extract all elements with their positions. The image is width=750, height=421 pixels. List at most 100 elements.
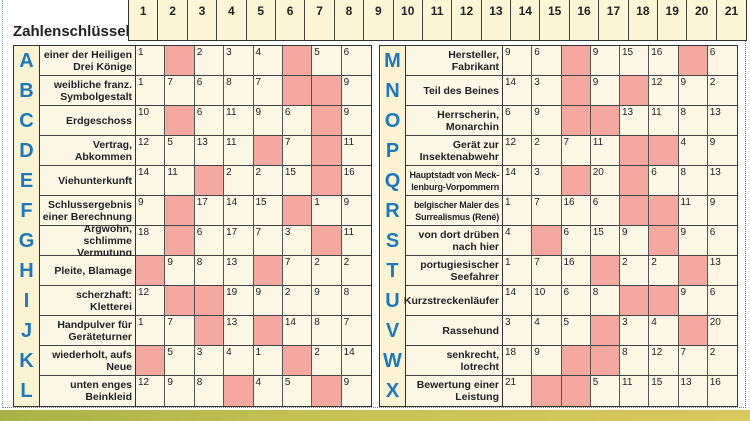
- answer-cell[interactable]: 4: [649, 316, 679, 346]
- answer-cell[interactable]: 18: [503, 346, 533, 376]
- answer-cell[interactable]: 14: [503, 286, 533, 316]
- answer-cell[interactable]: 6: [707, 286, 737, 316]
- key-cell-17[interactable]: 17: [599, 0, 629, 40]
- answer-cell[interactable]: 9: [136, 196, 166, 226]
- answer-cell[interactable]: 10: [532, 286, 562, 316]
- answer-cell[interactable]: 2: [282, 286, 313, 316]
- key-cell-1[interactable]: 1: [129, 0, 159, 40]
- answer-cell[interactable]: 3: [620, 316, 650, 346]
- answer-cell[interactable]: 21: [503, 376, 533, 406]
- answer-cell[interactable]: 9: [341, 76, 371, 106]
- answer-cell[interactable]: 1: [503, 256, 533, 286]
- key-cell-20[interactable]: 20: [687, 0, 717, 40]
- key-cell-8[interactable]: 8: [335, 0, 365, 40]
- answer-cell[interactable]: 5: [590, 376, 620, 406]
- answer-cell[interactable]: 10: [136, 106, 166, 136]
- answer-cell[interactable]: 1: [312, 196, 342, 226]
- answer-cell[interactable]: 7: [532, 256, 562, 286]
- answer-cell[interactable]: 3: [532, 76, 562, 106]
- answer-cell[interactable]: 7: [165, 316, 195, 346]
- answer-cell[interactable]: 6: [503, 106, 533, 136]
- answer-cell[interactable]: 6: [532, 46, 562, 76]
- answer-cell[interactable]: 9: [678, 226, 708, 256]
- answer-cell[interactable]: 7: [341, 316, 371, 346]
- answer-cell[interactable]: 16: [649, 46, 679, 76]
- answer-cell[interactable]: 9: [341, 196, 371, 226]
- answer-cell[interactable]: 6: [194, 76, 225, 106]
- answer-cell[interactable]: 2: [224, 166, 254, 196]
- answer-cell[interactable]: 13: [224, 316, 254, 346]
- answer-cell[interactable]: 9: [707, 136, 737, 166]
- answer-cell[interactable]: 6: [194, 106, 225, 136]
- answer-cell[interactable]: 9: [503, 46, 533, 76]
- answer-cell[interactable]: 5: [561, 316, 591, 346]
- answer-cell[interactable]: 13: [678, 376, 708, 406]
- answer-cell[interactable]: 7: [165, 76, 195, 106]
- answer-cell[interactable]: 8: [620, 346, 650, 376]
- answer-cell[interactable]: 13: [707, 166, 737, 196]
- answer-cell[interactable]: 9: [532, 346, 562, 376]
- answer-cell[interactable]: 4: [678, 136, 708, 166]
- answer-cell[interactable]: 16: [341, 166, 371, 196]
- answer-cell[interactable]: 15: [253, 196, 283, 226]
- answer-cell[interactable]: 5: [165, 136, 195, 166]
- answer-cell[interactable]: 11: [165, 166, 195, 196]
- answer-cell[interactable]: 15: [282, 166, 313, 196]
- answer-cell[interactable]: 3: [194, 346, 225, 376]
- answer-cell[interactable]: 9: [532, 106, 562, 136]
- answer-cell[interactable]: 1: [136, 46, 166, 76]
- answer-cell[interactable]: 5: [165, 346, 195, 376]
- answer-cell[interactable]: 3: [532, 166, 562, 196]
- answer-cell[interactable]: 1: [253, 346, 283, 376]
- answer-cell[interactable]: 12: [136, 376, 166, 406]
- key-cell-18[interactable]: 18: [629, 0, 659, 40]
- answer-cell[interactable]: 9: [165, 376, 195, 406]
- answer-cell[interactable]: 9: [312, 286, 342, 316]
- key-cell-19[interactable]: 19: [658, 0, 688, 40]
- answer-cell[interactable]: 6: [282, 106, 313, 136]
- key-cell-14[interactable]: 14: [511, 0, 541, 40]
- answer-cell[interactable]: 14: [503, 76, 533, 106]
- answer-cell[interactable]: 5: [312, 46, 342, 76]
- key-cell-10[interactable]: 10: [394, 0, 423, 40]
- answer-cell[interactable]: 2: [707, 346, 737, 376]
- key-cell-4[interactable]: 4: [217, 0, 247, 40]
- answer-cell[interactable]: 2: [194, 46, 225, 76]
- answer-cell[interactable]: 15: [620, 46, 650, 76]
- answer-cell[interactable]: 1: [503, 196, 533, 226]
- answer-cell[interactable]: 18: [136, 226, 166, 256]
- answer-cell[interactable]: 9: [678, 286, 708, 316]
- answer-cell[interactable]: 19: [224, 286, 254, 316]
- answer-cell[interactable]: 6: [194, 226, 225, 256]
- answer-cell[interactable]: 17: [224, 226, 254, 256]
- key-cell-7[interactable]: 7: [305, 0, 335, 40]
- answer-cell[interactable]: 11: [341, 226, 371, 256]
- answer-cell[interactable]: 12: [136, 286, 166, 316]
- answer-cell[interactable]: 9: [590, 76, 620, 106]
- answer-cell[interactable]: 7: [561, 136, 591, 166]
- answer-cell[interactable]: 2: [532, 136, 562, 166]
- key-cell-21[interactable]: 21: [724, 4, 739, 18]
- answer-cell[interactable]: 2: [620, 256, 650, 286]
- answer-cell[interactable]: 7: [253, 226, 283, 256]
- answer-cell[interactable]: 6: [341, 46, 371, 76]
- answer-cell[interactable]: 6: [561, 226, 591, 256]
- key-cell-11[interactable]: 11: [423, 0, 453, 40]
- answer-cell[interactable]: 14: [136, 166, 166, 196]
- answer-cell[interactable]: 13: [194, 136, 225, 166]
- answer-cell[interactable]: 12: [503, 136, 533, 166]
- answer-cell[interactable]: 8: [194, 376, 225, 406]
- answer-cell[interactable]: 9: [620, 226, 650, 256]
- answer-cell[interactable]: 6: [707, 46, 737, 76]
- answer-cell[interactable]: 8: [678, 166, 708, 196]
- answer-cell[interactable]: 8: [224, 76, 254, 106]
- answer-cell[interactable]: 7: [678, 346, 708, 376]
- answer-cell[interactable]: 13: [707, 106, 737, 136]
- answer-cell[interactable]: 14: [282, 316, 313, 346]
- answer-cell[interactable]: 4: [532, 316, 562, 346]
- answer-cell[interactable]: 15: [590, 226, 620, 256]
- answer-cell[interactable]: 12: [136, 136, 166, 166]
- answer-cell[interactable]: 6: [707, 226, 737, 256]
- answer-cell[interactable]: 6: [649, 166, 679, 196]
- answer-cell[interactable]: 9: [707, 196, 737, 226]
